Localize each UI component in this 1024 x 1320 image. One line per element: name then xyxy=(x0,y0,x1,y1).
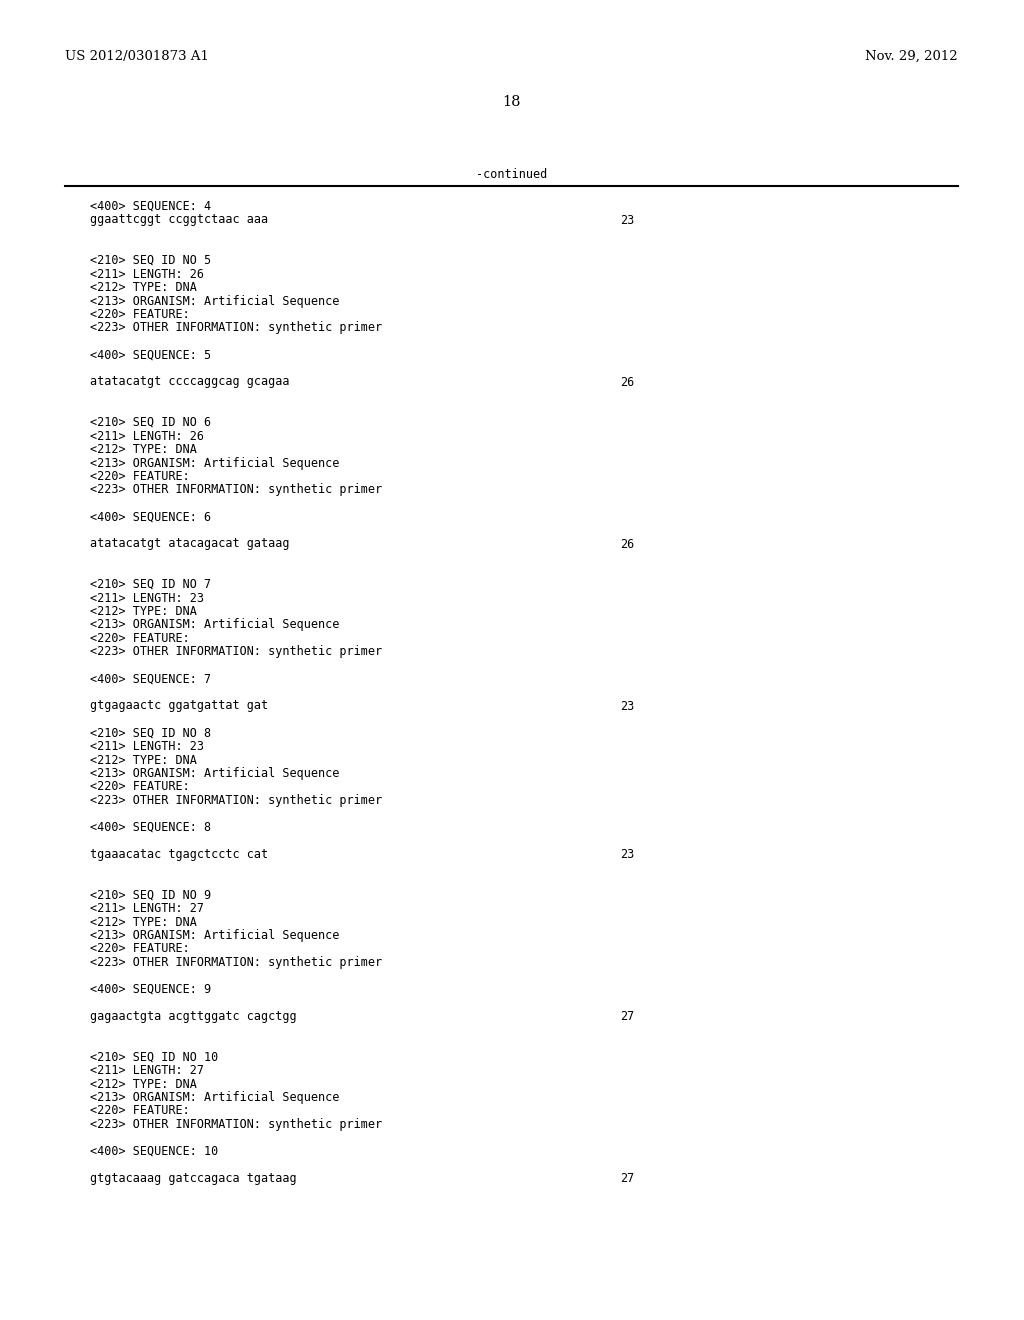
Text: <212> TYPE: DNA: <212> TYPE: DNA xyxy=(90,1077,197,1090)
Text: <220> FEATURE:: <220> FEATURE: xyxy=(90,308,189,321)
Text: ggaattcggt ccggtctaac aaa: ggaattcggt ccggtctaac aaa xyxy=(90,214,268,227)
Text: <213> ORGANISM: Artificial Sequence: <213> ORGANISM: Artificial Sequence xyxy=(90,929,339,942)
Text: <212> TYPE: DNA: <212> TYPE: DNA xyxy=(90,281,197,294)
Text: 23: 23 xyxy=(620,847,634,861)
Text: <400> SEQUENCE: 7: <400> SEQUENCE: 7 xyxy=(90,672,211,685)
Text: <400> SEQUENCE: 10: <400> SEQUENCE: 10 xyxy=(90,1144,218,1158)
Text: 26: 26 xyxy=(620,375,634,388)
Text: 27: 27 xyxy=(620,1172,634,1185)
Text: atatacatgt ccccaggcag gcagaa: atatacatgt ccccaggcag gcagaa xyxy=(90,375,290,388)
Text: 23: 23 xyxy=(620,700,634,713)
Text: <400> SEQUENCE: 9: <400> SEQUENCE: 9 xyxy=(90,983,211,997)
Text: <212> TYPE: DNA: <212> TYPE: DNA xyxy=(90,754,197,767)
Text: <210> SEQ ID NO 6: <210> SEQ ID NO 6 xyxy=(90,416,211,429)
Text: <223> OTHER INFORMATION: synthetic primer: <223> OTHER INFORMATION: synthetic prime… xyxy=(90,483,382,496)
Text: <210> SEQ ID NO 8: <210> SEQ ID NO 8 xyxy=(90,726,211,739)
Text: <223> OTHER INFORMATION: synthetic primer: <223> OTHER INFORMATION: synthetic prime… xyxy=(90,956,382,969)
Text: 27: 27 xyxy=(620,1010,634,1023)
Text: Nov. 29, 2012: Nov. 29, 2012 xyxy=(865,50,958,63)
Text: 23: 23 xyxy=(620,214,634,227)
Text: gtgagaactc ggatgattat gat: gtgagaactc ggatgattat gat xyxy=(90,700,268,713)
Text: <223> OTHER INFORMATION: synthetic primer: <223> OTHER INFORMATION: synthetic prime… xyxy=(90,322,382,334)
Text: <400> SEQUENCE: 4: <400> SEQUENCE: 4 xyxy=(90,201,211,213)
Text: <211> LENGTH: 27: <211> LENGTH: 27 xyxy=(90,1064,204,1077)
Text: <211> LENGTH: 23: <211> LENGTH: 23 xyxy=(90,741,204,752)
Text: <212> TYPE: DNA: <212> TYPE: DNA xyxy=(90,916,197,928)
Text: <213> ORGANISM: Artificial Sequence: <213> ORGANISM: Artificial Sequence xyxy=(90,1092,339,1104)
Text: <400> SEQUENCE: 5: <400> SEQUENCE: 5 xyxy=(90,348,211,362)
Text: <210> SEQ ID NO 5: <210> SEQ ID NO 5 xyxy=(90,253,211,267)
Text: <210> SEQ ID NO 9: <210> SEQ ID NO 9 xyxy=(90,888,211,902)
Text: US 2012/0301873 A1: US 2012/0301873 A1 xyxy=(65,50,209,63)
Text: <210> SEQ ID NO 10: <210> SEQ ID NO 10 xyxy=(90,1051,218,1064)
Text: <400> SEQUENCE: 6: <400> SEQUENCE: 6 xyxy=(90,511,211,524)
Text: 18: 18 xyxy=(503,95,521,110)
Text: <213> ORGANISM: Artificial Sequence: <213> ORGANISM: Artificial Sequence xyxy=(90,457,339,470)
Text: -continued: -continued xyxy=(476,168,548,181)
Text: <220> FEATURE:: <220> FEATURE: xyxy=(90,632,189,645)
Text: <400> SEQUENCE: 8: <400> SEQUENCE: 8 xyxy=(90,821,211,834)
Text: gtgtacaaag gatccagaca tgataag: gtgtacaaag gatccagaca tgataag xyxy=(90,1172,297,1185)
Text: <220> FEATURE:: <220> FEATURE: xyxy=(90,942,189,956)
Text: <212> TYPE: DNA: <212> TYPE: DNA xyxy=(90,605,197,618)
Text: <223> OTHER INFORMATION: synthetic primer: <223> OTHER INFORMATION: synthetic prime… xyxy=(90,795,382,807)
Text: <223> OTHER INFORMATION: synthetic primer: <223> OTHER INFORMATION: synthetic prime… xyxy=(90,1118,382,1131)
Text: <211> LENGTH: 26: <211> LENGTH: 26 xyxy=(90,268,204,281)
Text: <223> OTHER INFORMATION: synthetic primer: <223> OTHER INFORMATION: synthetic prime… xyxy=(90,645,382,659)
Text: <212> TYPE: DNA: <212> TYPE: DNA xyxy=(90,444,197,455)
Text: <211> LENGTH: 23: <211> LENGTH: 23 xyxy=(90,591,204,605)
Text: tgaaacatac tgagctcctc cat: tgaaacatac tgagctcctc cat xyxy=(90,847,268,861)
Text: <220> FEATURE:: <220> FEATURE: xyxy=(90,780,189,793)
Text: <213> ORGANISM: Artificial Sequence: <213> ORGANISM: Artificial Sequence xyxy=(90,619,339,631)
Text: <220> FEATURE:: <220> FEATURE: xyxy=(90,470,189,483)
Text: atatacatgt atacagacat gataag: atatacatgt atacagacat gataag xyxy=(90,537,290,550)
Text: <211> LENGTH: 26: <211> LENGTH: 26 xyxy=(90,429,204,442)
Text: <213> ORGANISM: Artificial Sequence: <213> ORGANISM: Artificial Sequence xyxy=(90,767,339,780)
Text: 26: 26 xyxy=(620,537,634,550)
Text: <213> ORGANISM: Artificial Sequence: <213> ORGANISM: Artificial Sequence xyxy=(90,294,339,308)
Text: <211> LENGTH: 27: <211> LENGTH: 27 xyxy=(90,902,204,915)
Text: gagaactgta acgttggatc cagctgg: gagaactgta acgttggatc cagctgg xyxy=(90,1010,297,1023)
Text: <210> SEQ ID NO 7: <210> SEQ ID NO 7 xyxy=(90,578,211,591)
Text: <220> FEATURE:: <220> FEATURE: xyxy=(90,1105,189,1118)
